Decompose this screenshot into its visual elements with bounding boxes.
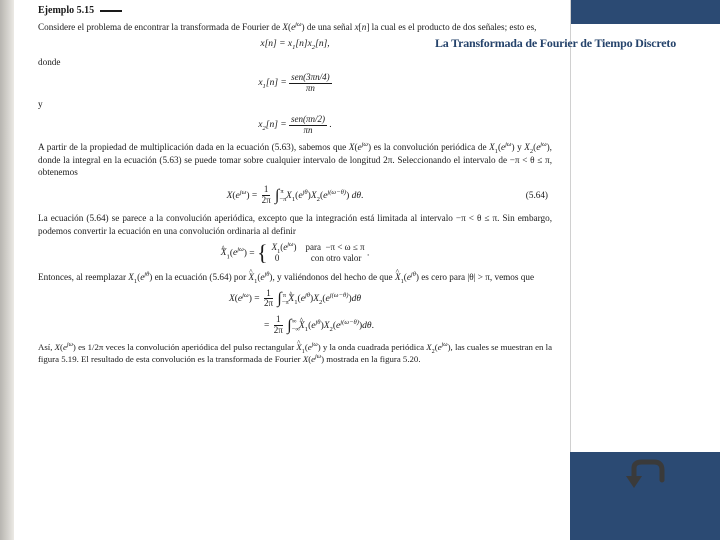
document-column: Ejemplo 5.15 Considere el problema de en… xyxy=(14,0,570,540)
page-root: Ejemplo 5.15 Considere el problema de en… xyxy=(0,0,720,540)
paragraph-4: Entonces, al reemplazar X1(ejθ) en la ec… xyxy=(38,271,552,283)
eq-x1-den: πn xyxy=(304,84,317,93)
equation-x1: x1[n] = sen(3πn/4) πn xyxy=(38,73,552,93)
equation-5-64: X(ejω) = 12π ∫−ππ X1(ejθ)X2(ej(ω−θ)) dθ.… xyxy=(38,185,552,207)
slide-title: La Transformada de Fourier de Tiempo Dis… xyxy=(401,36,710,51)
paragraph-1: Considere el problema de encontrar la tr… xyxy=(38,21,552,33)
eq-x2-den: πn xyxy=(302,126,315,135)
example-rule xyxy=(100,10,122,12)
top-accent-bar xyxy=(571,0,720,24)
equation-result-b: = 12π ∫−∞∞ X1(ejθ)X2(ej(ω−θ))dθ. xyxy=(38,315,552,337)
equation-number: (5.64) xyxy=(526,189,548,201)
equation-xhat-def: X1(ejω) = { X1(ejω) para −π < ω ≤ π 0 co… xyxy=(38,242,552,265)
paragraph-2: A partir de la propiedad de multiplicaci… xyxy=(38,141,552,178)
paragraph-3: La ecuación (5.64) se parece a la convol… xyxy=(38,212,552,237)
example-header: Ejemplo 5.15 xyxy=(38,4,552,18)
equation-x2: x2[n] = sen(πn/2) πn . xyxy=(38,115,552,135)
right-panel: La Transformada de Fourier de Tiempo Dis… xyxy=(570,0,720,540)
word-y: y xyxy=(38,98,552,110)
paragraph-5: Así, X(ejω) es 1/2π veces la convolución… xyxy=(38,342,552,366)
equation-result-a: X(ejω) = 12π ∫−ππ X1(ejθ)X2(ej(ω−θ))dθ xyxy=(38,288,552,310)
back-button[interactable] xyxy=(622,458,670,492)
u-turn-arrow-icon xyxy=(622,479,670,496)
example-label: Ejemplo 5.15 xyxy=(38,4,94,18)
word-donde: donde xyxy=(38,56,552,68)
scan-edge xyxy=(0,0,14,540)
